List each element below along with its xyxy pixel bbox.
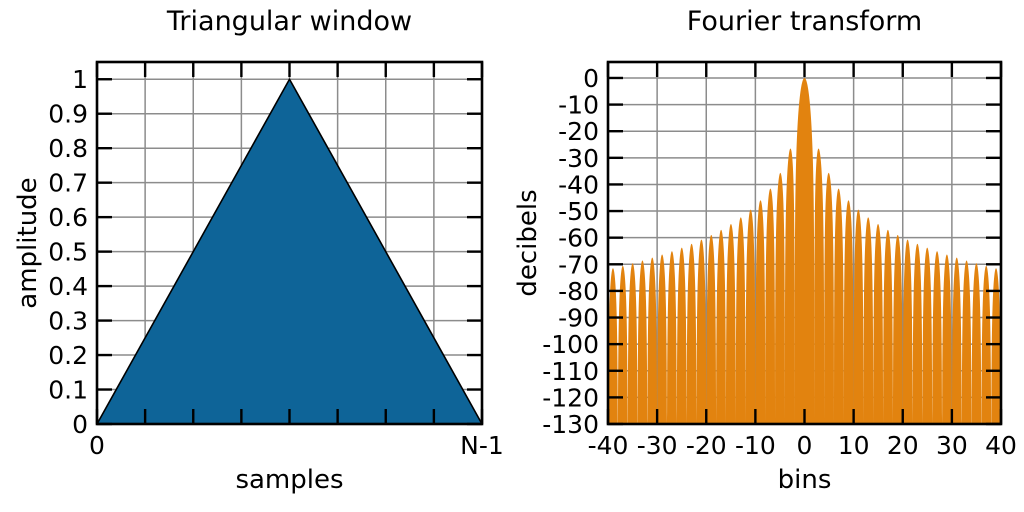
y-tick-label: 0	[583, 64, 599, 93]
y-tick-label: -30	[558, 144, 599, 173]
y-tick-label: -130	[542, 410, 599, 439]
y-tick-label: -80	[558, 277, 599, 306]
x-tick-label: 20	[887, 431, 919, 460]
x-tick-label: N-1	[460, 431, 504, 460]
x-tick-label: -20	[686, 431, 727, 460]
y-tick-label: -60	[558, 224, 599, 253]
y-tick-label: 0.9	[48, 100, 88, 129]
x-tick-label: 10	[838, 431, 870, 460]
y-tick-label: 0.8	[48, 134, 88, 163]
y-tick-label: -20	[558, 117, 599, 146]
y-tick-label: 0.1	[48, 376, 88, 405]
x-tick-label: -40	[588, 431, 629, 460]
x-tick-label: -30	[637, 431, 678, 460]
y-tick-label: -90	[558, 304, 599, 333]
y-tick-label: 0.5	[48, 238, 88, 267]
x-tick-label: 0	[89, 431, 105, 460]
y-tick-label: -40	[558, 170, 599, 199]
x-tick-label: -10	[735, 431, 776, 460]
y-tick-label: 1	[72, 65, 88, 94]
y-tick-label: -10	[558, 91, 599, 120]
chart-title-fourier-transform: Fourier transform	[686, 6, 923, 37]
y-tick-label: 0	[72, 410, 88, 439]
y-tick-label: -100	[542, 330, 599, 359]
y-tick-label: 0.2	[48, 341, 88, 370]
y-tick-label: 0.6	[48, 203, 88, 232]
y-tick-label: -120	[542, 383, 599, 412]
x-axis-label-samples: samples	[235, 465, 344, 495]
triangular-window-chart: 00.10.20.30.40.50.60.70.80.910 N-1	[48, 60, 504, 460]
y-tick-label: 0.7	[48, 169, 88, 198]
x-axis-label-bins: bins	[777, 465, 832, 495]
x-tick-label: 0	[797, 431, 813, 460]
chart-title-triangular-window: Triangular window	[166, 6, 413, 37]
y-axis-label-decibels: decibels	[513, 189, 543, 297]
y-tick-label: 0.4	[48, 272, 88, 301]
x-tick-label: 30	[936, 431, 968, 460]
fourier-transform-chart: 0-10-20-30-40-50-60-70-80-90-100-110-120…	[542, 60, 1017, 460]
y-tick-label: -70	[558, 250, 599, 279]
fourier-transform-area	[608, 77, 1001, 424]
y-tick-label: -110	[542, 357, 599, 386]
y-axis-label-amplitude: amplitude	[13, 177, 43, 309]
x-tick-label: 40	[985, 431, 1017, 460]
y-tick-label: -50	[558, 197, 599, 226]
y-tick-label: 0.3	[48, 307, 88, 336]
